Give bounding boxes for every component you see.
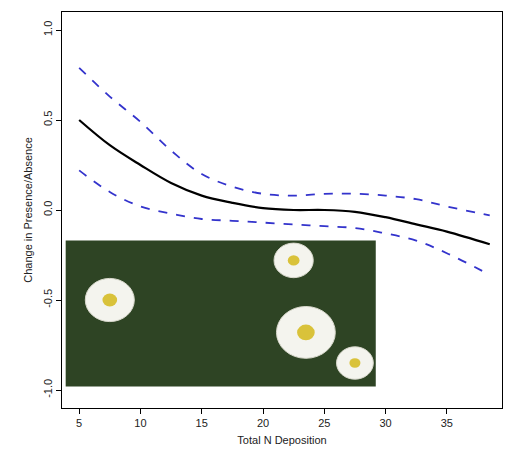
svg-text:25: 25 bbox=[318, 417, 330, 429]
svg-text:1.0: 1.0 bbox=[42, 21, 54, 36]
svg-text:15: 15 bbox=[196, 417, 208, 429]
svg-text:30: 30 bbox=[379, 417, 391, 429]
svg-text:-0.5: -0.5 bbox=[42, 289, 54, 308]
svg-text:-1.0: -1.0 bbox=[42, 379, 54, 398]
svg-text:0.0: 0.0 bbox=[42, 201, 54, 216]
svg-text:20: 20 bbox=[257, 417, 269, 429]
svg-text:35: 35 bbox=[441, 417, 453, 429]
svg-text:Change in Presence/Absence: Change in Presence/Absence bbox=[22, 137, 34, 283]
svg-text:0.5: 0.5 bbox=[42, 111, 54, 126]
svg-text:5: 5 bbox=[76, 417, 82, 429]
svg-text:10: 10 bbox=[134, 417, 146, 429]
svg-text:Total N Deposition: Total N Deposition bbox=[237, 434, 326, 446]
